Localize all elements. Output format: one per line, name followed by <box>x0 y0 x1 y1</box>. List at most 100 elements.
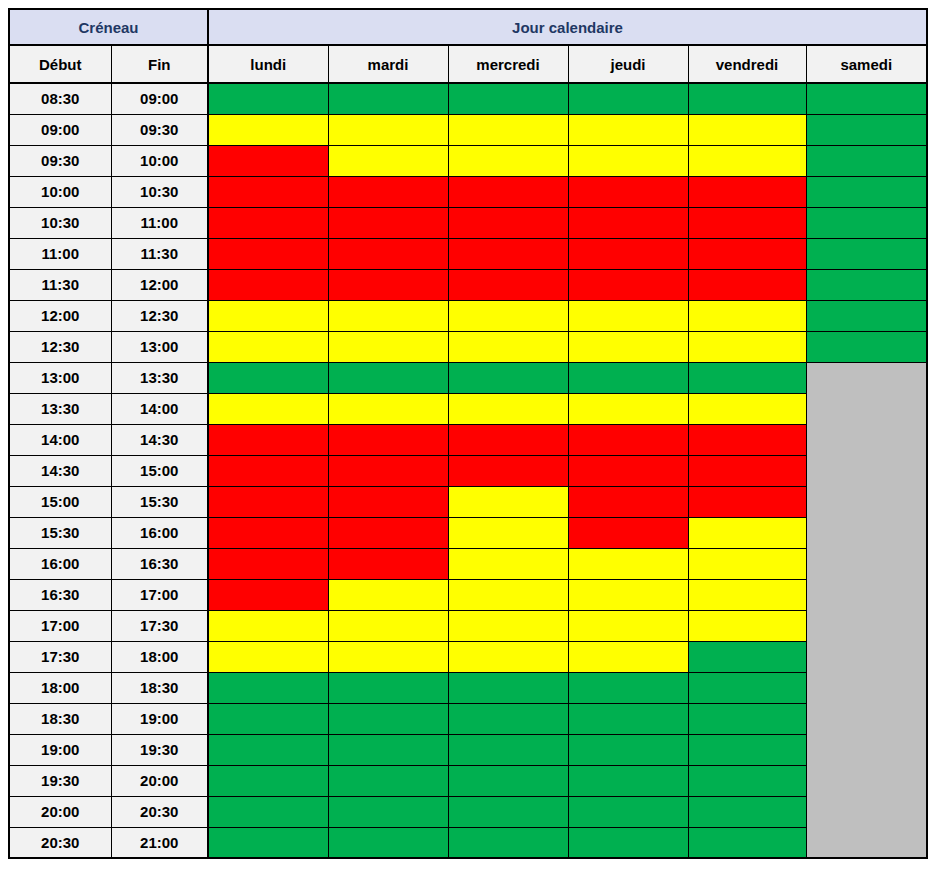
slot-cell-lundi[interactable] <box>208 424 328 455</box>
slot-cell-lundi[interactable] <box>208 455 328 486</box>
slot-cell-jeudi[interactable] <box>568 486 688 517</box>
slot-cell-jeudi[interactable] <box>568 300 688 331</box>
slot-cell-lundi[interactable] <box>208 579 328 610</box>
slot-cell-vendredi[interactable] <box>688 796 806 827</box>
slot-cell-lundi[interactable] <box>208 672 328 703</box>
slot-cell-lundi[interactable] <box>208 734 328 765</box>
slot-cell-jeudi[interactable] <box>568 114 688 145</box>
slot-cell-jeudi[interactable] <box>568 424 688 455</box>
slot-cell-jeudi[interactable] <box>568 207 688 238</box>
slot-cell-mercredi[interactable] <box>448 145 568 176</box>
slot-cell-mardi[interactable] <box>328 703 448 734</box>
slot-cell-mardi[interactable] <box>328 486 448 517</box>
slot-cell-mardi[interactable] <box>328 83 448 114</box>
slot-cell-vendredi[interactable] <box>688 362 806 393</box>
slot-cell-vendredi[interactable] <box>688 517 806 548</box>
slot-cell-lundi[interactable] <box>208 269 328 300</box>
slot-cell-mercredi[interactable] <box>448 362 568 393</box>
slot-cell-lundi[interactable] <box>208 145 328 176</box>
slot-cell-vendredi[interactable] <box>688 765 806 796</box>
slot-cell-vendredi[interactable] <box>688 610 806 641</box>
slot-cell-mardi[interactable] <box>328 517 448 548</box>
slot-cell-samedi[interactable] <box>806 145 927 176</box>
slot-cell-lundi[interactable] <box>208 827 328 858</box>
slot-cell-lundi[interactable] <box>208 765 328 796</box>
slot-cell-samedi[interactable] <box>806 641 927 672</box>
slot-cell-mercredi[interactable] <box>448 796 568 827</box>
slot-cell-mardi[interactable] <box>328 641 448 672</box>
slot-cell-mardi[interactable] <box>328 331 448 362</box>
slot-cell-jeudi[interactable] <box>568 610 688 641</box>
slot-cell-mercredi[interactable] <box>448 734 568 765</box>
slot-cell-mardi[interactable] <box>328 269 448 300</box>
slot-cell-mardi[interactable] <box>328 796 448 827</box>
slot-cell-jeudi[interactable] <box>568 641 688 672</box>
slot-cell-mercredi[interactable] <box>448 641 568 672</box>
slot-cell-mardi[interactable] <box>328 207 448 238</box>
slot-cell-lundi[interactable] <box>208 641 328 672</box>
slot-cell-jeudi[interactable] <box>568 548 688 579</box>
slot-cell-mardi[interactable] <box>328 238 448 269</box>
slot-cell-vendredi[interactable] <box>688 548 806 579</box>
slot-cell-mercredi[interactable] <box>448 114 568 145</box>
slot-cell-jeudi[interactable] <box>568 455 688 486</box>
slot-cell-mercredi[interactable] <box>448 331 568 362</box>
slot-cell-mardi[interactable] <box>328 424 448 455</box>
slot-cell-vendredi[interactable] <box>688 83 806 114</box>
slot-cell-mercredi[interactable] <box>448 610 568 641</box>
slot-cell-mercredi[interactable] <box>448 765 568 796</box>
slot-cell-samedi[interactable] <box>806 610 927 641</box>
slot-cell-mercredi[interactable] <box>448 269 568 300</box>
slot-cell-lundi[interactable] <box>208 703 328 734</box>
slot-cell-mardi[interactable] <box>328 548 448 579</box>
slot-cell-mercredi[interactable] <box>448 300 568 331</box>
slot-cell-vendredi[interactable] <box>688 269 806 300</box>
slot-cell-samedi[interactable] <box>806 176 927 207</box>
slot-cell-mercredi[interactable] <box>448 486 568 517</box>
slot-cell-jeudi[interactable] <box>568 827 688 858</box>
slot-cell-mardi[interactable] <box>328 455 448 486</box>
slot-cell-mardi[interactable] <box>328 145 448 176</box>
slot-cell-lundi[interactable] <box>208 207 328 238</box>
slot-cell-samedi[interactable] <box>806 486 927 517</box>
slot-cell-jeudi[interactable] <box>568 331 688 362</box>
slot-cell-jeudi[interactable] <box>568 176 688 207</box>
slot-cell-vendredi[interactable] <box>688 393 806 424</box>
slot-cell-samedi[interactable] <box>806 548 927 579</box>
slot-cell-lundi[interactable] <box>208 331 328 362</box>
slot-cell-lundi[interactable] <box>208 114 328 145</box>
slot-cell-mardi[interactable] <box>328 610 448 641</box>
slot-cell-jeudi[interactable] <box>568 579 688 610</box>
slot-cell-samedi[interactable] <box>806 424 927 455</box>
slot-cell-vendredi[interactable] <box>688 238 806 269</box>
slot-cell-mardi[interactable] <box>328 827 448 858</box>
slot-cell-mardi[interactable] <box>328 300 448 331</box>
slot-cell-mercredi[interactable] <box>448 393 568 424</box>
slot-cell-jeudi[interactable] <box>568 269 688 300</box>
slot-cell-mardi[interactable] <box>328 765 448 796</box>
slot-cell-lundi[interactable] <box>208 548 328 579</box>
slot-cell-lundi[interactable] <box>208 796 328 827</box>
slot-cell-mardi[interactable] <box>328 579 448 610</box>
slot-cell-mardi[interactable] <box>328 393 448 424</box>
slot-cell-vendredi[interactable] <box>688 331 806 362</box>
slot-cell-samedi[interactable] <box>806 455 927 486</box>
slot-cell-samedi[interactable] <box>806 207 927 238</box>
slot-cell-samedi[interactable] <box>806 517 927 548</box>
slot-cell-vendredi[interactable] <box>688 579 806 610</box>
slot-cell-mardi[interactable] <box>328 672 448 703</box>
slot-cell-mardi[interactable] <box>328 176 448 207</box>
slot-cell-lundi[interactable] <box>208 393 328 424</box>
slot-cell-mercredi[interactable] <box>448 579 568 610</box>
slot-cell-vendredi[interactable] <box>688 145 806 176</box>
slot-cell-mercredi[interactable] <box>448 424 568 455</box>
slot-cell-lundi[interactable] <box>208 176 328 207</box>
slot-cell-vendredi[interactable] <box>688 672 806 703</box>
slot-cell-samedi[interactable] <box>806 672 927 703</box>
slot-cell-mardi[interactable] <box>328 734 448 765</box>
slot-cell-mercredi[interactable] <box>448 517 568 548</box>
slot-cell-jeudi[interactable] <box>568 145 688 176</box>
slot-cell-jeudi[interactable] <box>568 672 688 703</box>
slot-cell-mardi[interactable] <box>328 114 448 145</box>
slot-cell-mercredi[interactable] <box>448 548 568 579</box>
